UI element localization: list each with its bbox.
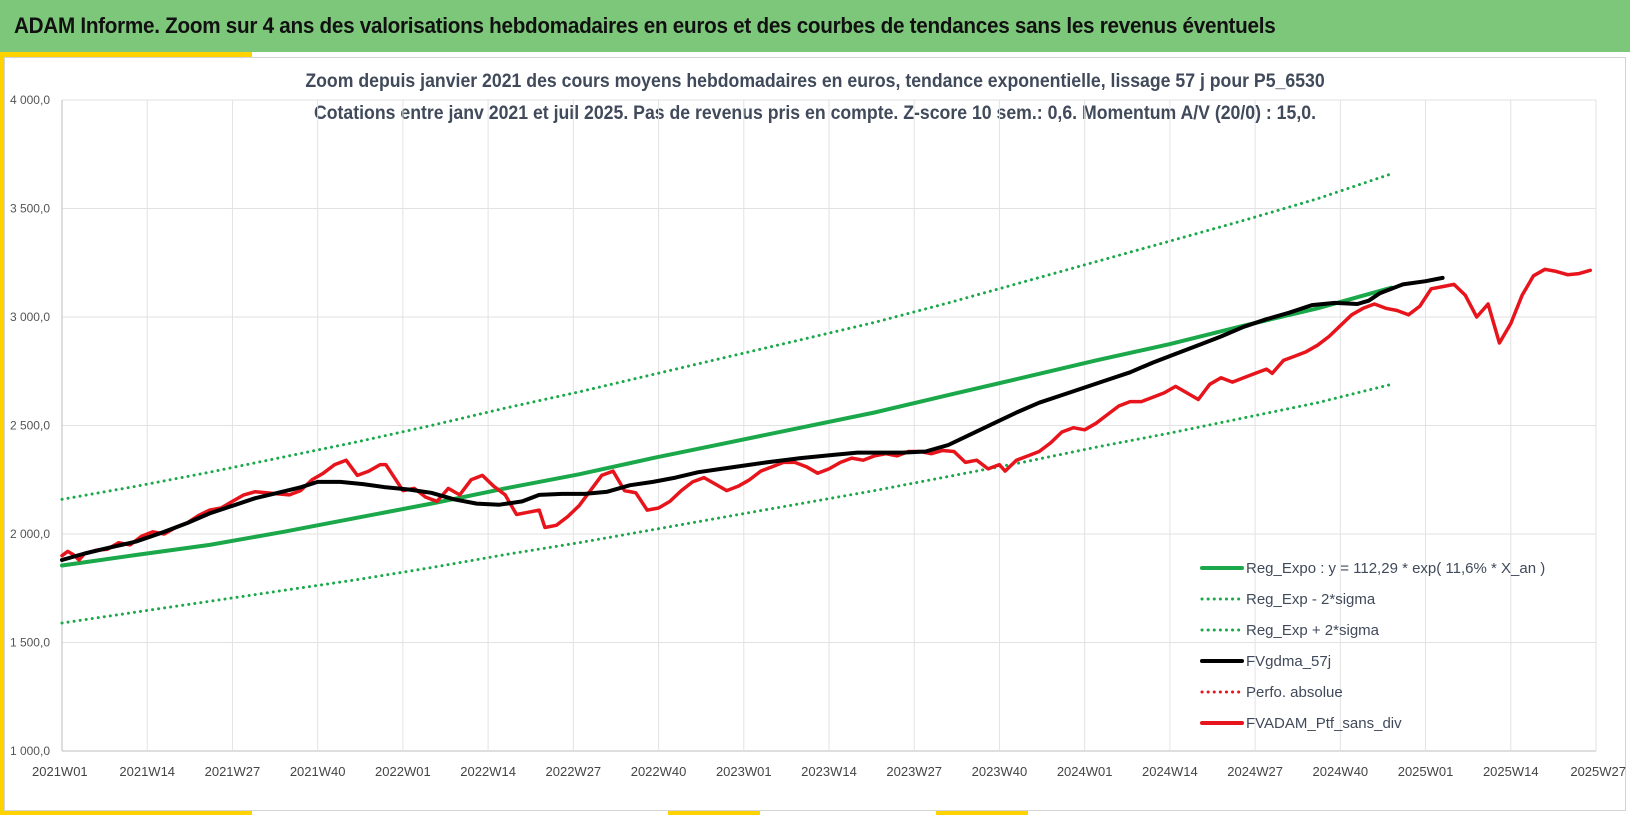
x-tick-label: 2022W27 bbox=[546, 764, 602, 779]
y-tick-label: 2 500,0 bbox=[10, 419, 50, 433]
chart-frame bbox=[4, 57, 1626, 811]
accent-strip-top-left bbox=[0, 52, 252, 57]
legend-label: Reg_Exp - 2*sigma bbox=[1246, 591, 1376, 608]
x-tick-label: 2025W27 bbox=[1570, 764, 1626, 779]
x-tick-label: 2022W01 bbox=[375, 764, 431, 779]
chart-title: Zoom depuis janvier 2021 des cours moyen… bbox=[305, 71, 1325, 92]
x-tick-label: 2022W14 bbox=[460, 764, 516, 779]
x-tick-label: 2021W40 bbox=[290, 764, 346, 779]
series-line-reg-expo bbox=[60, 285, 1394, 568]
legend-label: Reg_Exp + 2*sigma bbox=[1246, 622, 1380, 639]
x-tick-label: 2021W14 bbox=[119, 764, 175, 779]
x-tick-label: 2023W27 bbox=[886, 764, 942, 779]
x-tick-label: 2023W14 bbox=[801, 764, 857, 779]
x-tick-label: 2021W01 bbox=[32, 764, 88, 779]
legend-label: Reg_Expo : y = 112,29 * exp( 11,6% * X_a… bbox=[1246, 560, 1545, 577]
x-tick-label: 2024W27 bbox=[1227, 764, 1283, 779]
accent-strip-bottom-mid bbox=[668, 810, 760, 815]
page-title: ADAM Informe. Zoom sur 4 ans des valoris… bbox=[14, 13, 1276, 38]
legend-label: FVgdma_57j bbox=[1246, 653, 1331, 670]
x-tick-label: 2022W40 bbox=[631, 764, 687, 779]
x-tick-label: 2024W01 bbox=[1057, 764, 1113, 779]
x-tick-label: 2025W14 bbox=[1483, 764, 1539, 779]
legend-label: Perfo. absolue bbox=[1246, 684, 1343, 701]
accent-strip-bottom-left bbox=[0, 810, 252, 815]
series-line-reg-minus-2sigma bbox=[60, 382, 1393, 625]
legend-label: FVADAM_Ptf_sans_div bbox=[1246, 715, 1402, 732]
x-tick-label: 2025W01 bbox=[1398, 764, 1454, 779]
y-tick-label: 2 000,0 bbox=[10, 527, 50, 541]
series-line-fvgdma-57j bbox=[60, 275, 1445, 562]
chart-subtitle: Cotations entre janv 2021 et juil 2025. … bbox=[313, 103, 1316, 124]
y-tick-label: 4 000,0 bbox=[10, 93, 50, 107]
x-tick-label: 2021W27 bbox=[205, 764, 261, 779]
y-tick-label: 1 000,0 bbox=[10, 744, 50, 758]
series-line-fvadam-ptf bbox=[60, 267, 1593, 562]
accent-strip-left bbox=[0, 52, 5, 815]
x-tick-label: 2024W40 bbox=[1313, 764, 1369, 779]
y-tick-label: 1 500,0 bbox=[10, 636, 50, 650]
x-tick-label: 2024W14 bbox=[1142, 764, 1198, 779]
x-tick-label: 2023W40 bbox=[972, 764, 1028, 779]
y-tick-label: 3 000,0 bbox=[10, 310, 50, 324]
series-line-reg-plus-2sigma bbox=[60, 172, 1393, 501]
y-tick-label: 3 500,0 bbox=[10, 202, 50, 216]
header-bar: ADAM Informe. Zoom sur 4 ans des valoris… bbox=[0, 0, 1630, 52]
accent-strip-bottom-right bbox=[936, 810, 1028, 815]
x-tick-label: 2023W01 bbox=[716, 764, 772, 779]
